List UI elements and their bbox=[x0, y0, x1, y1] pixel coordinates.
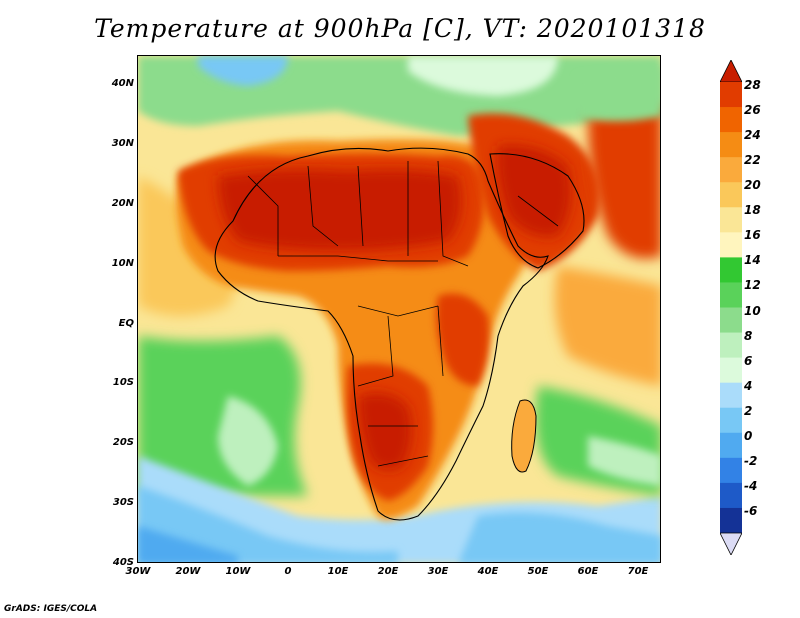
colorbar-label: 8 bbox=[744, 328, 753, 343]
colorbar-label: 22 bbox=[744, 153, 761, 168]
east-africa-highlands-hot bbox=[436, 293, 490, 386]
colorbar-label: -4 bbox=[744, 478, 758, 493]
colorbar-label: 2 bbox=[744, 403, 753, 418]
colorbar-label: 26 bbox=[744, 103, 761, 118]
colorbar-label: 4 bbox=[744, 378, 753, 393]
x-tick-30e: 30E bbox=[427, 566, 449, 577]
y-tick-30n: 30N bbox=[111, 138, 134, 149]
southern-africa-very-hot-core bbox=[358, 392, 412, 470]
x-tick-10e: 10E bbox=[327, 566, 349, 577]
y-tick-20n: 20N bbox=[111, 198, 134, 209]
colorbar-segment bbox=[720, 107, 742, 133]
eastern-europe-cool-patch bbox=[408, 56, 558, 96]
colorbar-segment bbox=[720, 332, 742, 359]
colorbar-segments bbox=[720, 82, 742, 534]
colorbar-segment bbox=[720, 382, 742, 409]
country-borders bbox=[247, 160, 559, 467]
y-tick-eq: EQ bbox=[118, 318, 134, 329]
central-asia-cool-patch bbox=[578, 66, 660, 121]
south-atlantic-pale-patch bbox=[218, 396, 278, 486]
colorbar-segment bbox=[720, 132, 742, 158]
x-tick-0: 0 bbox=[284, 566, 292, 577]
colorbar-label: 24 bbox=[744, 128, 761, 143]
temperature-map bbox=[137, 55, 661, 563]
colorbar-segment bbox=[720, 282, 742, 308]
colorbar-segment bbox=[720, 407, 742, 434]
colorbar-segment bbox=[720, 207, 742, 233]
colorbar-top-arrow bbox=[720, 60, 742, 83]
x-tick-20e: 20E bbox=[377, 566, 399, 577]
x-tick-50e: 50E bbox=[527, 566, 549, 577]
colorbar-segment bbox=[720, 232, 742, 258]
colorbar-label: 12 bbox=[744, 278, 761, 293]
map-canvas bbox=[138, 56, 660, 562]
colorbar-label: 6 bbox=[744, 353, 753, 368]
x-tick-20w: 20W bbox=[175, 566, 201, 577]
indian-ocean-cold-south bbox=[458, 512, 660, 562]
y-tick-20s: 20S bbox=[112, 437, 134, 448]
colorbar-segment bbox=[720, 457, 742, 484]
arabian-sea-warm bbox=[554, 266, 660, 386]
madagascar-outline bbox=[511, 399, 537, 473]
africa-coastline bbox=[214, 147, 549, 521]
arabia-very-hot-core bbox=[496, 145, 572, 237]
colorbar-label: 28 bbox=[744, 78, 761, 92]
colorbar-bottom-arrow bbox=[720, 532, 742, 555]
x-tick-10w: 10W bbox=[225, 566, 251, 577]
y-tick-30s: 30S bbox=[112, 497, 134, 508]
asia-hot-region bbox=[588, 106, 660, 259]
sahara-very-hot-core bbox=[218, 169, 462, 251]
footer-credit: GrADS: IGES/COLA bbox=[4, 604, 98, 614]
iberia-cold-patch bbox=[198, 56, 288, 86]
colorbar-label: 0 bbox=[744, 428, 753, 443]
colorbar-label: 20 bbox=[744, 178, 761, 193]
colorbar-label: 10 bbox=[744, 303, 761, 318]
y-tick-10s: 10S bbox=[112, 377, 134, 388]
colorbar-segment bbox=[720, 432, 742, 459]
x-tick-70e: 70E bbox=[627, 566, 649, 577]
colorbar-segment bbox=[720, 182, 742, 208]
colorbar-segment bbox=[720, 82, 742, 108]
y-tick-40n: 40N bbox=[111, 78, 134, 89]
colorbar-label: 14 bbox=[744, 253, 761, 268]
y-tick-40s: 40S bbox=[112, 557, 134, 568]
colorbar-label: -2 bbox=[744, 453, 758, 468]
southern-ocean-cold bbox=[138, 486, 398, 562]
colorbar-segment bbox=[720, 257, 742, 283]
colorbar bbox=[720, 60, 742, 555]
indian-ocean-pale-patch bbox=[588, 436, 660, 486]
x-tick-60e: 60E bbox=[577, 566, 599, 577]
y-tick-10n: 10N bbox=[111, 258, 134, 269]
x-tick-30w: 30W bbox=[125, 566, 151, 577]
colorbar-segment bbox=[720, 507, 742, 534]
colorbar-label: 16 bbox=[744, 228, 761, 243]
southern-ocean-coldest bbox=[138, 526, 238, 562]
colorbar-label: -6 bbox=[744, 503, 758, 518]
colorbar-segment bbox=[720, 157, 742, 183]
x-tick-40e: 40E bbox=[477, 566, 499, 577]
colorbar-segment bbox=[720, 357, 742, 384]
arabia-coastline bbox=[489, 153, 585, 269]
plot-title: Temperature at 900hPa [C], VT: 202010131… bbox=[94, 14, 706, 43]
colorbar-label: 18 bbox=[744, 203, 761, 218]
colorbar-segment bbox=[720, 482, 742, 509]
colorbar-segment bbox=[720, 307, 742, 334]
